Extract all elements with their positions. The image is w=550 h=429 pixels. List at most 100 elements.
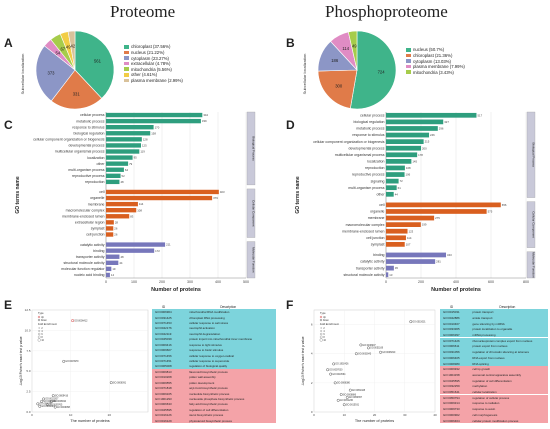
- category-label: biological regulation: [354, 120, 385, 124]
- group-strip: [526, 111, 536, 198]
- table-cell-id: GO:0006464: [443, 418, 460, 423]
- x-tick-label: 20: [373, 413, 377, 417]
- scatter-point: [109, 381, 113, 385]
- table-cell-id: GO:0006611: [443, 344, 460, 349]
- bar: [386, 145, 421, 151]
- bar-value-label: 327: [444, 120, 449, 124]
- pie-slice-label: 186: [331, 58, 339, 63]
- table-cell-description: response to radiation: [472, 401, 500, 406]
- table-header-description: Description: [220, 304, 237, 309]
- table-cell-id: GO:0000902: [443, 412, 460, 417]
- table-cell-description: nucleoside phosphate biosynthetic proces…: [189, 396, 245, 401]
- bar: [106, 167, 124, 172]
- table-row: GO:0009813 flavonoid biosynthetic process: [152, 368, 276, 375]
- x-tick-label: 0: [385, 280, 387, 284]
- bar: [386, 152, 418, 158]
- bar-value-label: 170: [155, 125, 160, 129]
- table-row: GO:0006397 mRNA processing: [440, 331, 548, 338]
- go-table-f: ID Description GO:0015031 protein transport…: [440, 303, 548, 423]
- bar-value-label: 14: [111, 273, 115, 277]
- table-cell-description: sterol biosynthetic process: [189, 413, 224, 418]
- y-tick-label: 12.5: [25, 308, 31, 312]
- table-row: GO:0006611 protein export from nucleus: [440, 343, 548, 349]
- group-label: Biological Process: [531, 143, 535, 168]
- table-row: GO:0045039 protein import into mitochondr…: [152, 336, 276, 342]
- legend-size-marker: [38, 330, 41, 332]
- table-row: GO:0009416 response to light stimulus: [152, 341, 276, 347]
- legend-label: 8: [323, 337, 325, 339]
- table-row: GO:0009733 response to auxin: [440, 405, 548, 412]
- bar: [106, 232, 114, 237]
- table-cell-description: pollen development: [189, 380, 215, 385]
- table-cell-id: GO:0042119: [155, 331, 172, 336]
- category-label: cell: [99, 190, 104, 194]
- table-cell-id: GO:0071456: [155, 353, 172, 358]
- point-label: GO:0006810: [53, 401, 67, 403]
- legend-title: Fold Enrichment: [38, 322, 57, 326]
- table-cell-id: GO:0008380: [443, 361, 460, 366]
- bar: [386, 185, 397, 191]
- table-cell-id: GO:0071451: [155, 358, 172, 363]
- point-label: GO:0010207: [45, 399, 59, 401]
- bar: [386, 202, 501, 208]
- scatter-point: [367, 346, 370, 350]
- x-tick-label: 10: [69, 413, 73, 417]
- legend-label: 8: [41, 337, 43, 339]
- table-row: GO:0016129 phytosteroid biosynthetic proc…: [152, 417, 276, 423]
- category-label: membrane-enclosed lumen: [62, 214, 104, 218]
- x-axis-title: The number of proteins: [355, 419, 394, 423]
- table-cell-id: GO:0015031: [443, 310, 460, 315]
- point-label: GO:0006412: [74, 320, 88, 322]
- table-cell-id: GO:0009733: [443, 407, 460, 412]
- table-row: GO:0042886 amide transport: [440, 314, 548, 321]
- table-cell-description: protein transport: [472, 310, 494, 315]
- pie-slice-label: 67: [60, 47, 65, 52]
- pie-slice: [347, 30, 358, 71]
- bar-value-label: 178: [418, 153, 423, 157]
- table-row: GO:0065008 regulation of biological quali…: [152, 363, 276, 369]
- table-cell-description: gene silencing by miRNA: [472, 321, 505, 326]
- point-label: GO:0033043: [358, 354, 372, 356]
- table-cell-id: GO:0045595: [443, 378, 460, 383]
- table-row: GO:0009314 response to radiation: [440, 400, 548, 406]
- bar: [106, 195, 213, 201]
- table-cell-id: GO:0032259: [443, 384, 460, 389]
- category-label: extracellular region: [75, 221, 105, 225]
- category-label: developmental process: [349, 146, 385, 150]
- bar: [386, 265, 394, 271]
- scatter-point: [326, 368, 330, 372]
- category-label: symplast: [371, 243, 385, 247]
- table-cell-id: GO:0009165: [155, 391, 172, 396]
- legend-swatch: [124, 56, 129, 60]
- category-label: cell: [379, 203, 384, 207]
- point-label: GO:0046907: [362, 345, 376, 347]
- bar-value-label: 107: [406, 242, 411, 246]
- bar-value-label: 172: [155, 249, 160, 253]
- scatter-chart-e: 0 10 20 0.0 2.5 5.0 7.5 10.0 12.5 GO:0006412 GO:00…: [19, 308, 149, 423]
- table-cell-description: cellular response to salt stress: [189, 320, 229, 325]
- table-cell-description: cellular protein modification process: [472, 418, 519, 423]
- bar: [386, 209, 487, 214]
- panel-label-c: C: [4, 118, 13, 132]
- y-axis-title: -Log10 Fisher's exact test p value: [301, 336, 305, 385]
- legend-label: chloroplast (21.36%): [413, 53, 453, 58]
- table-row: GO:0010208 pollen wall assembly: [152, 374, 276, 380]
- point-label: GO:0008380: [337, 383, 351, 385]
- table-cell-id: GO:0006405: [443, 355, 460, 360]
- category-label: response to stimulus: [352, 133, 384, 137]
- table-cell-id: GO:0009813: [155, 369, 172, 374]
- pie-slice: [317, 69, 358, 109]
- legend-size-marker: [319, 338, 323, 342]
- table-row: GO:0006464 cellular protein modification …: [440, 417, 548, 423]
- x-tick-label: 400: [215, 280, 221, 284]
- legend-marker: [37, 315, 41, 319]
- bar-value-label: 44: [119, 261, 123, 265]
- table-row: GO:1901293 nucleoside phosphate biosynthe…: [152, 395, 276, 402]
- bar-value-label: 145: [412, 159, 417, 163]
- bar: [106, 220, 114, 225]
- bar: [386, 272, 389, 278]
- bar-value-label: 79: [129, 162, 133, 166]
- bar-value-label: 517: [477, 113, 482, 117]
- scatter-point: [348, 388, 352, 392]
- bar-value-label: 296: [439, 127, 444, 131]
